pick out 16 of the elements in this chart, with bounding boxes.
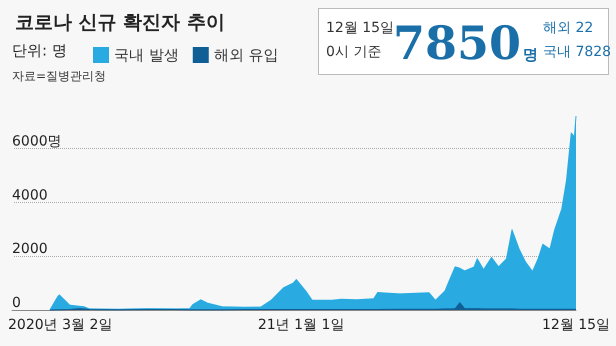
y-tick-label: 0 xyxy=(12,295,21,311)
text: 12월 15일 xyxy=(326,20,394,36)
text: 국내 7828 xyxy=(543,44,612,60)
y-tick-label: 4000 xyxy=(12,187,48,204)
chart-title: 코로나 신규 확진자 추이 xyxy=(15,12,225,34)
legend-label: 해외 유입 xyxy=(214,46,279,64)
legend-label: 국내 발생 xyxy=(114,46,179,64)
y-tick-label: 6000명 xyxy=(12,133,62,150)
x-tick-label: 21년 1월 1일 xyxy=(258,317,344,333)
chart-subtitle: 단위: 명 xyxy=(12,42,67,60)
x-tick-label: 12월 15일 xyxy=(542,317,610,333)
text: 해외 22 xyxy=(543,20,594,36)
y-tick-label: 2000 xyxy=(12,241,48,258)
x-tick-label: 2020년 3월 2일 xyxy=(8,317,112,333)
text: 0시 기준 xyxy=(326,44,382,60)
text: 자료=질병관리청 xyxy=(12,69,106,83)
